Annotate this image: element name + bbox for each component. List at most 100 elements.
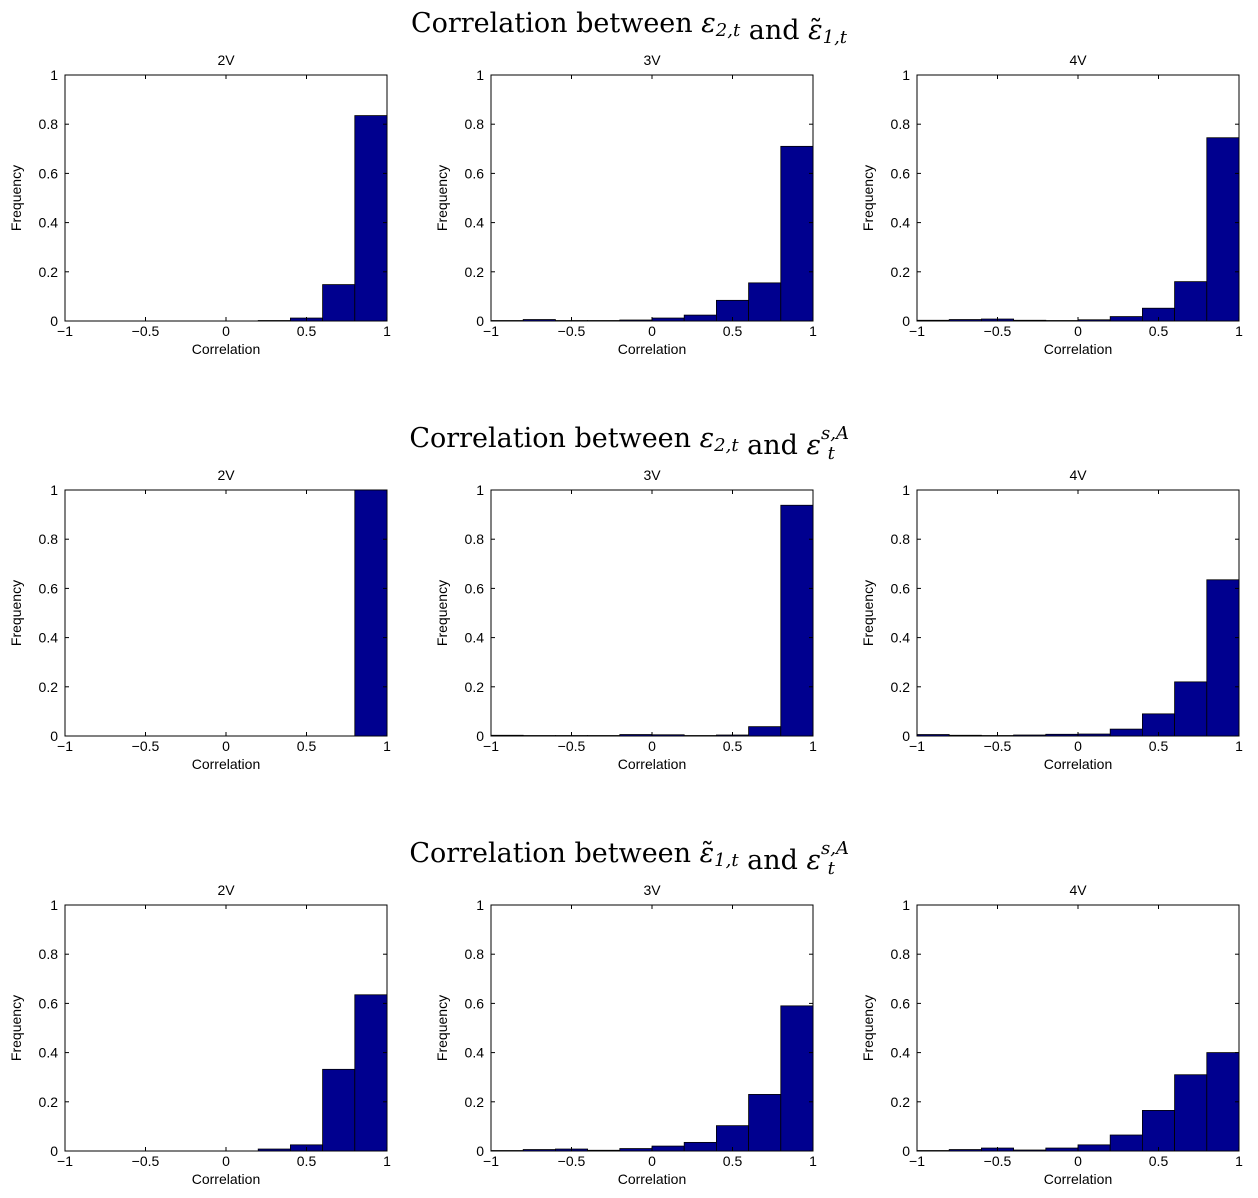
y-tick-label: 1: [50, 897, 58, 913]
x-tick-label: 0.5: [723, 1153, 743, 1169]
y-axis-label: Frequency: [8, 165, 24, 231]
y-tick-label: 0.2: [39, 264, 59, 280]
histogram-bar: [619, 319, 653, 322]
x-tick-label: 1: [383, 1153, 391, 1169]
epsilon-a-symbol: ε: [701, 8, 716, 39]
y-tick-label: 0.2: [891, 264, 911, 280]
histogram-bar: [1045, 1147, 1079, 1152]
x-axis-label: Correlation: [618, 1171, 686, 1187]
x-tick-label: −1: [483, 738, 499, 754]
histogram-bar: [748, 1094, 782, 1152]
x-tick-label: −1: [57, 323, 73, 339]
y-axis-label: Frequency: [860, 165, 876, 231]
panel-title: 3V: [643, 882, 661, 898]
x-axis-label: Correlation: [192, 341, 260, 357]
svg-text:Correlation between ε2,t and ε: Correlation between ε2,t and εs,A t: [409, 423, 849, 465]
x-tick-label: 0.5: [297, 323, 317, 339]
histogram-bar: [1174, 681, 1208, 737]
y-tick-label: 0: [476, 313, 484, 329]
histogram-bar: [1109, 1134, 1143, 1152]
y-tick-label: 0.4: [39, 215, 59, 231]
x-axis-label: Correlation: [192, 1171, 260, 1187]
histogram-bar: [354, 489, 388, 737]
y-tick-label: 0.8: [465, 946, 485, 962]
histogram-bar: [780, 1005, 814, 1152]
epsilon-b-symbol: ε: [807, 845, 822, 876]
x-tick-label: 0.5: [723, 738, 743, 754]
y-axis-label: Frequency: [860, 580, 876, 646]
x-tick-label: 0: [222, 738, 230, 754]
x-tick-label: −0.5: [984, 738, 1012, 754]
x-axis-label: Correlation: [1044, 341, 1112, 357]
x-tick-label: −0.5: [132, 1153, 160, 1169]
x-tick-label: 0: [648, 738, 656, 754]
histogram-bar: [1142, 1110, 1176, 1152]
panel-1-3: −1 −0.5 0 0.5 1 0 0.2 0.4 0.6 0.8 1 4V Correlation Fr…: [860, 52, 1243, 357]
histogram-bar: [1174, 281, 1208, 322]
y-tick-label: 1: [902, 67, 910, 83]
y-axis-label: Frequency: [860, 995, 876, 1061]
row-title-3: Correlation between ε̃1,t and εs,At: [409, 838, 849, 880]
x-tick-label: 1: [1235, 738, 1243, 754]
y-tick-label: 0.2: [39, 679, 59, 695]
y-tick-label: 1: [50, 67, 58, 83]
row-title-1: Correlation between ε2,t and ε̃1,t: [411, 8, 848, 49]
row-title-2: Correlation between ε2,t and εs,A t: [409, 423, 849, 465]
x-tick-label: −1: [57, 738, 73, 754]
x-axis-label: Correlation: [1044, 1171, 1112, 1187]
row-title-prefix: Correlation between: [411, 8, 701, 39]
y-tick-label: 1: [902, 897, 910, 913]
row-title-prefix: Correlation between: [409, 423, 699, 454]
panel-title: 3V: [643, 52, 661, 68]
histogram-bar: [619, 734, 653, 737]
histogram-bar: [1045, 733, 1079, 737]
panel-title: 2V: [217, 882, 235, 898]
y-tick-label: 0: [50, 728, 58, 744]
y-axis-label: Frequency: [8, 580, 24, 646]
x-tick-label: 1: [809, 738, 817, 754]
x-axis-label: Correlation: [192, 756, 260, 772]
y-tick-label: 1: [902, 482, 910, 498]
y-tick-label: 0.8: [39, 531, 59, 547]
histogram-bar: [748, 726, 782, 737]
histogram-bar: [683, 1141, 717, 1152]
x-tick-label: −0.5: [558, 323, 586, 339]
histogram-bar: [1109, 728, 1143, 737]
x-tick-label: 1: [809, 1153, 817, 1169]
x-tick-label: 0.5: [1149, 738, 1169, 754]
x-tick-label: 1: [383, 323, 391, 339]
x-axis-label: Correlation: [1044, 756, 1112, 772]
histogram-bar: [1077, 1144, 1111, 1152]
y-axis-label: Frequency: [8, 995, 24, 1061]
x-tick-label: 0: [648, 323, 656, 339]
panel-title: 4V: [1069, 52, 1087, 68]
x-tick-label: 1: [1235, 1153, 1243, 1169]
histogram-bar: [1077, 733, 1111, 737]
y-tick-label: 0.6: [39, 165, 59, 181]
y-axis-label: Frequency: [434, 995, 450, 1061]
plot-frame: [490, 74, 814, 322]
x-tick-label: 0.5: [297, 738, 317, 754]
x-tick-label: 1: [1235, 323, 1243, 339]
y-tick-label: 0.4: [891, 630, 911, 646]
histogram-bar: [916, 319, 950, 322]
histogram-bar: [490, 734, 524, 737]
y-tick-label: 0.2: [465, 679, 485, 695]
plot-frame: [916, 74, 1240, 322]
histogram-bar: [587, 1149, 621, 1152]
y-tick-label: 0: [902, 313, 910, 329]
epsilon-a-symbol: ε: [700, 423, 715, 454]
y-tick-label: 0.6: [39, 580, 59, 596]
y-tick-label: 1: [476, 897, 484, 913]
y-tick-label: 0.8: [465, 116, 485, 132]
panel-1-2: −1 −0.5 0 0.5 1 0 0.2 0.4 0.6 0.8 1 3V Correlation Fr…: [434, 52, 817, 357]
y-tick-label: 0: [50, 313, 58, 329]
x-tick-label: −1: [909, 323, 925, 339]
y-tick-label: 0.4: [891, 215, 911, 231]
y-tick-label: 0: [902, 1143, 910, 1159]
epsilon-b-symbol: ε: [807, 430, 822, 461]
x-tick-label: −0.5: [984, 323, 1012, 339]
y-tick-label: 0.8: [891, 531, 911, 547]
panel-title: 2V: [217, 467, 235, 483]
y-tick-label: 0.4: [465, 215, 485, 231]
